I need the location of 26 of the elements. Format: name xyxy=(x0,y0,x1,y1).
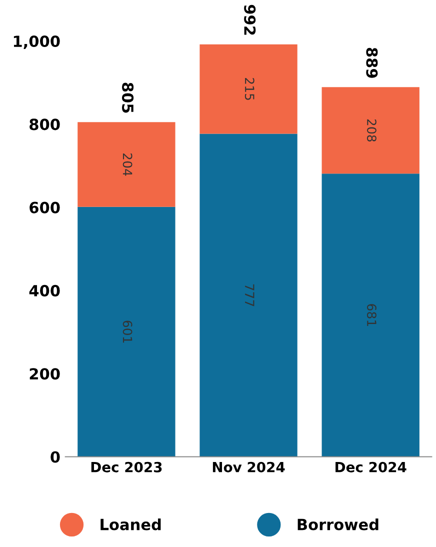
y-tick-label: 200 xyxy=(30,368,60,380)
y-tick-label: 0 xyxy=(50,451,60,463)
bar xyxy=(78,122,176,207)
data-label: 777 xyxy=(245,284,254,306)
legend-label: Borrowed xyxy=(298,518,378,530)
legend-label: Loaned xyxy=(100,518,161,530)
data-label: 215 xyxy=(244,78,254,100)
total-label: 889 xyxy=(366,48,378,78)
bar xyxy=(200,134,298,457)
bar xyxy=(322,87,420,174)
bar xyxy=(200,44,298,134)
data-label: 601 xyxy=(122,320,132,343)
bar xyxy=(78,206,176,457)
y-tick-label: 800 xyxy=(30,118,60,130)
x-tick-label: Nov 2024 xyxy=(212,462,285,472)
data-label: 208 xyxy=(366,119,376,142)
y-tick-label: 400 xyxy=(29,284,60,296)
y-tick-label: 1,000 xyxy=(14,35,60,49)
y-tick-label: 600 xyxy=(30,202,60,214)
x-tick-label: Dec 2023 xyxy=(91,462,162,472)
total-label: 805 xyxy=(122,82,134,113)
data-label: 681 xyxy=(366,304,376,326)
data-label: 204 xyxy=(122,153,132,176)
total-label: 992 xyxy=(244,4,256,35)
bar xyxy=(322,174,420,457)
x-tick-label: Dec 2024 xyxy=(336,462,406,472)
